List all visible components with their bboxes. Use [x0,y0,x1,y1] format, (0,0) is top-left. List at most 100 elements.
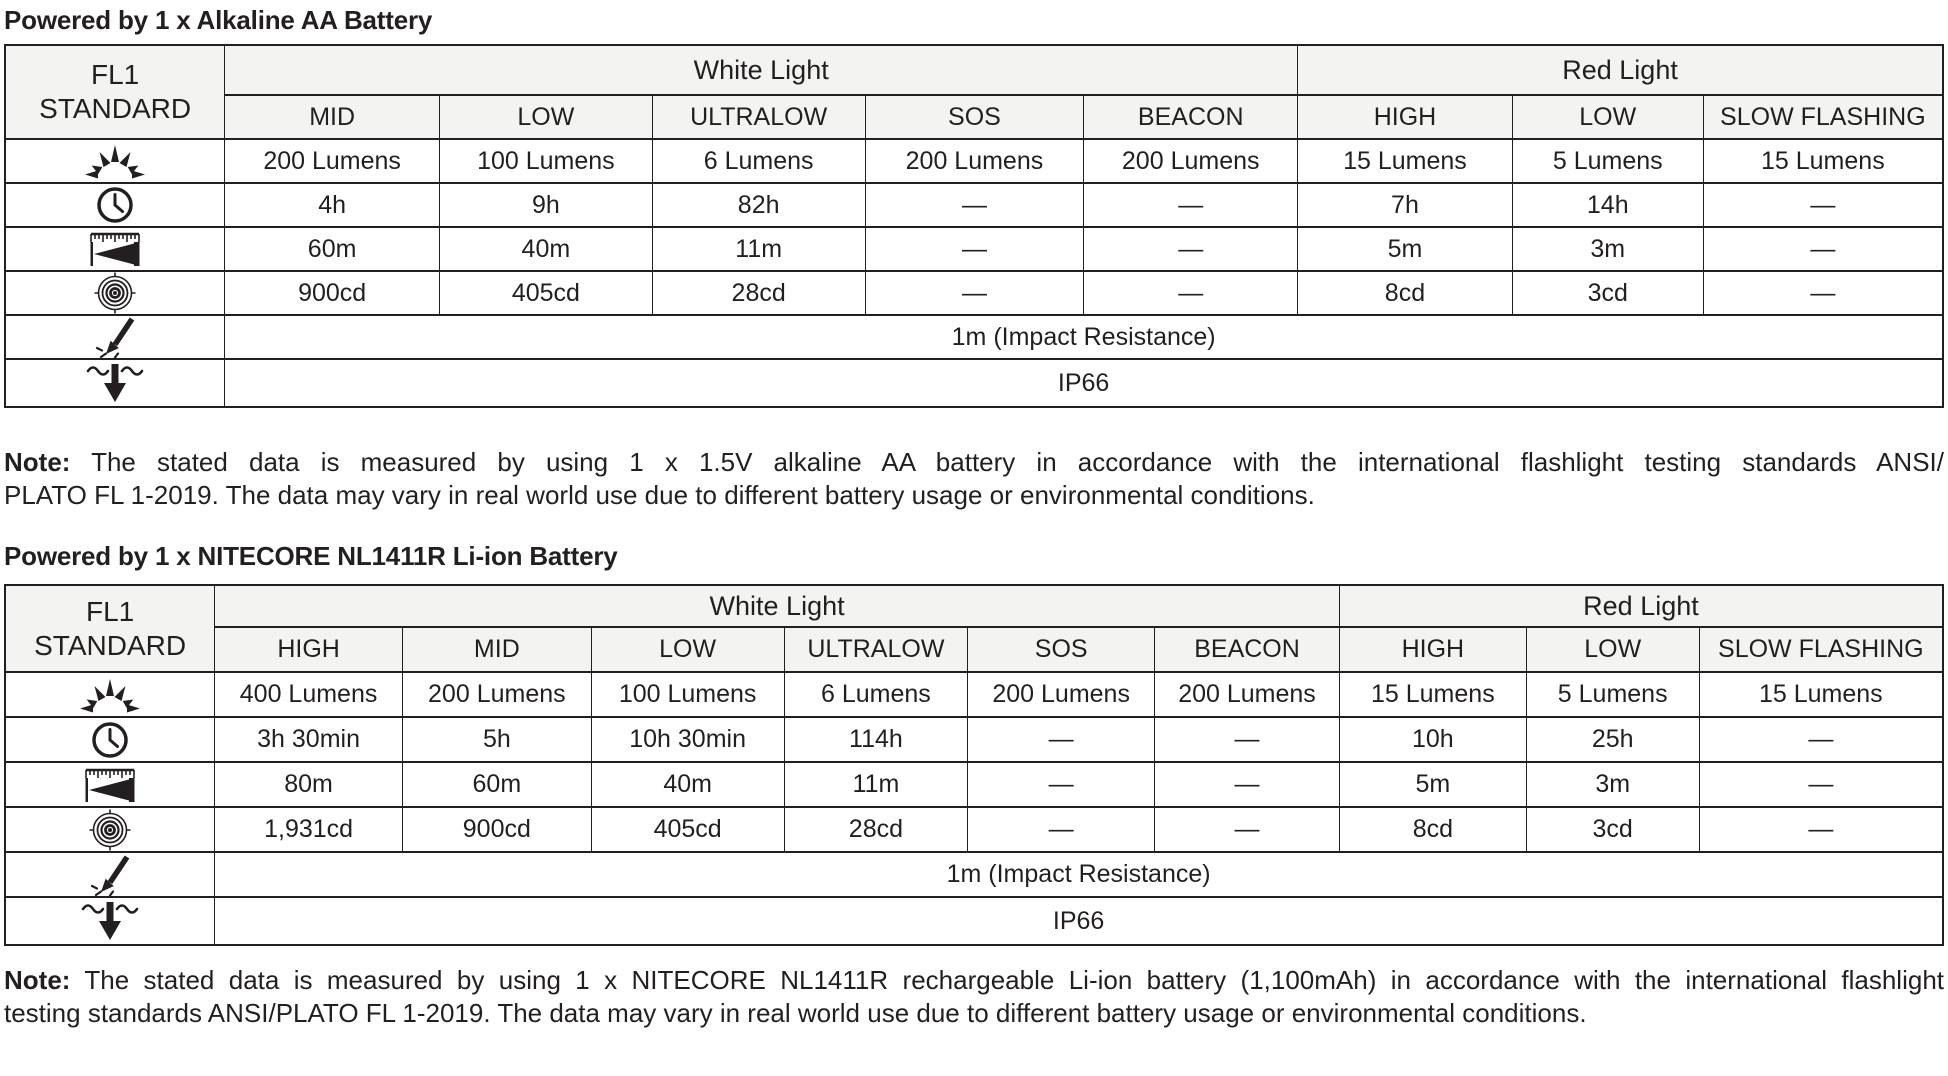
spec-sheet-page: Powered by 1 x Alkaline AA Battery FL1 ST… [4,5,1944,1030]
spec-value: 4h [224,182,440,228]
spec-row: 4h 9h 82h — —7h 14h — [4,182,1944,228]
spec-value: 100 Lumens [590,671,785,718]
spec-value: 60m [401,761,592,808]
spec-value: — [967,806,1156,853]
spec-value: 8cd [1338,806,1527,853]
mode-header: BEACON [1083,94,1299,140]
spec-value: 15 Lumens [1702,138,1944,184]
spec-value: 5m [1297,226,1513,272]
spec-row: 60m 40m 11m — —5m 3m — [4,226,1944,272]
spec-value: 14h [1511,182,1704,228]
runtime-icon-cell [4,716,216,763]
mode-header: LOW [1511,94,1704,140]
spec-value: 11m [651,226,866,272]
peak-beam-intensity-icon [94,273,136,313]
peak-beam-intensity-icon [89,809,131,850]
spec-value: 15 Lumens [1698,671,1944,718]
note-label: Note: [4,447,71,477]
spec-value: 3cd [1511,270,1704,316]
spec-value: 200 Lumens [1083,138,1299,184]
spec-full-value: IP66 [214,896,1944,946]
mode-header: LOW [438,94,653,140]
spec-value: 5 Lumens [1511,138,1704,184]
spec-value: 82h [651,182,866,228]
fl1-standard-header: FL1 STANDARD [4,584,216,673]
spec-value: 200 Lumens [967,671,1156,718]
light-group-header: Red Light [1297,44,1944,96]
spec-value: 10h [1338,716,1527,763]
spec-value: — [1698,716,1944,763]
mode-header: HIGH [214,626,403,673]
spec-value: 8cd [1297,270,1513,316]
note-line-1: Note: The stated data is measured by usi… [4,446,1944,479]
section-liion: Powered by 1 x NITECORE NL1411R Li-ion B… [4,541,1944,1030]
mode-header: MID [401,626,592,673]
spec-value: 100 Lumens [438,138,653,184]
spec-value: — [1154,806,1340,853]
mode-header-row: MID LOW ULTRALOW SOS BEACON HIGH LOW SLOW FLASH… [5,94,1944,140]
waterproof-icon-cell [4,358,226,408]
light-group-header-row: FL1 STANDARD White Light Red Light [4,44,1944,140]
spec-value: 28cd [783,806,969,853]
fl1-label: FL1 [91,59,140,90]
beam-distance-icon-cell [4,226,226,272]
mode-header: SLOW FLASHING [1698,626,1944,673]
spec-value: 200 Lumens [224,138,440,184]
section-title-alkaline: Powered by 1 x Alkaline AA Battery [4,5,433,35]
spec-full-value: 1m (Impact Resistance) [224,314,1944,360]
spec-value: 400 Lumens [214,671,403,718]
spec-value: 6 Lumens [783,671,969,718]
spec-value: 7h [1297,182,1513,228]
spec-value: — [1698,761,1944,808]
section-title-liion: Powered by 1 x NITECORE NL1411R Li-ion B… [4,541,618,571]
brightness-icon [80,678,141,712]
spec-value: 28cd [651,270,866,316]
light-group-header-row: FL1 STANDARD White Light Red Light [4,584,1944,673]
spec-value: 1,931cd [214,806,403,853]
brightness-icon-cell [4,138,226,184]
spec-table-liion: FL1 STANDARD White Light Red Light HIGH MID LO… [4,584,1944,946]
spec-value: 3m [1511,226,1704,272]
mode-header: HIGH [1338,626,1527,673]
note-text: The stated data is measured by using 1 x… [70,965,1944,995]
spec-value: — [1083,182,1299,228]
note-liion: Note: The stated data is measured by usi… [4,964,1944,1030]
note-line-2: testing standards ANSI/PLATO FL 1-2019. … [4,998,1587,1028]
impact-resistance-icon-cell [4,851,216,898]
spec-value: 9h [438,182,653,228]
spec-row: 200 Lumens 100 Lumens 6 Lumens 200 Lumens 20… [4,138,1944,184]
spec-full-row: 1m (Impact Resistance) [4,851,1944,898]
spec-value: — [967,761,1156,808]
spec-value: 60m [224,226,440,272]
beam-distance-icon [85,768,135,802]
fl1-standard-header: FL1 STANDARD [4,44,226,140]
spec-value: 900cd [224,270,440,316]
spec-row: 1,931cd 900cd 405cd 28cd — —8cd 3cd — [4,806,1944,853]
spec-value: — [1702,182,1944,228]
impact-resistance-icon [90,854,130,895]
spec-value: 405cd [438,270,653,316]
spec-value: 10h 30min [590,716,785,763]
spec-value: 11m [783,761,969,808]
light-group-header: Red Light [1338,584,1944,628]
peak-beam-intensity-icon-cell [4,270,226,316]
spec-full-row: IP66 [4,896,1944,946]
spec-value: — [1083,270,1299,316]
spec-value: 3h 30min [214,716,403,763]
spec-value: 200 Lumens [1154,671,1340,718]
mode-header: ULTRALOW [783,626,969,673]
spec-value: — [1154,716,1340,763]
spec-value: — [1154,761,1340,808]
waterproof-icon [81,902,139,940]
spec-value: 114h [783,716,969,763]
spec-value: 5 Lumens [1525,671,1700,718]
brightness-icon [85,145,146,179]
spec-value: 40m [438,226,653,272]
beam-distance-icon-cell [4,761,216,808]
spec-value: 200 Lumens [401,671,592,718]
spec-value: 40m [590,761,785,808]
mode-header-row: HIGH MID LOW ULTRALOW SOS BEACON HIGH LOW SLOW F… [5,626,1944,673]
spec-table-alkaline: FL1 STANDARD White Light Red Light MID LOW ULT… [4,44,1944,408]
impact-resistance-icon [96,317,135,357]
mode-header: LOW [590,626,785,673]
